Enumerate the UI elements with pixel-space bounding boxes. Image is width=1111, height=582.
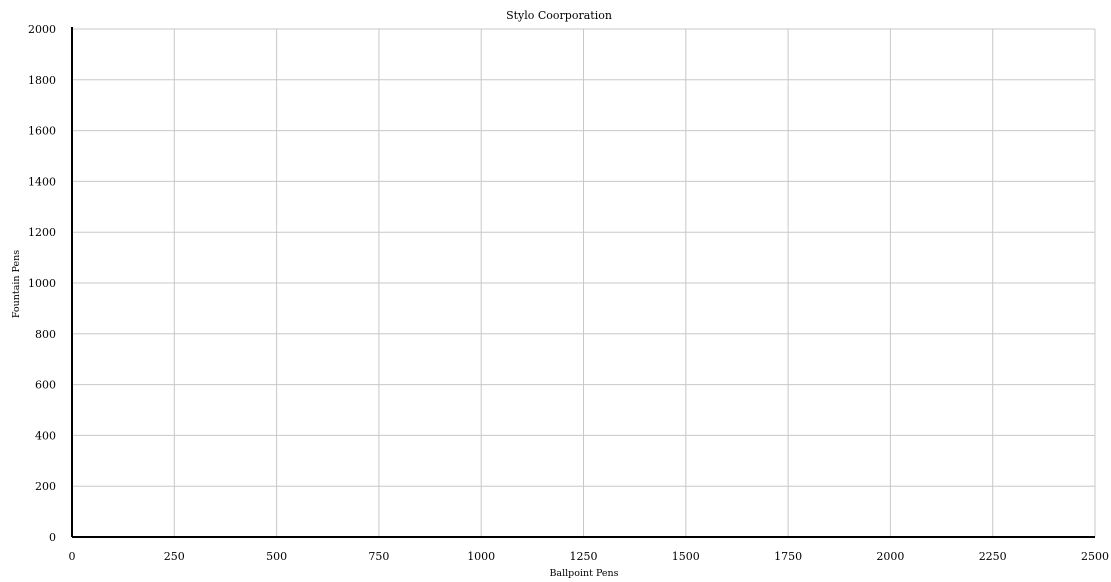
- grid-layer: [72, 28, 1096, 537]
- y-tick-label: 200: [35, 480, 56, 493]
- x-axis-title: Ballpoint Pens: [549, 568, 618, 578]
- x-tick-label: 2250: [979, 550, 1007, 563]
- y-tick-label: 2000: [28, 23, 56, 36]
- tick-label-layer: 0 250 500 750 1000 1250 1500 1750 2000 2250 2500 0 2…: [28, 23, 1109, 563]
- y-tick-label: 1200: [28, 226, 56, 239]
- y-tick-label: 800: [35, 328, 56, 341]
- x-tick-label: 2500: [1081, 550, 1109, 563]
- x-tick-label: 2000: [876, 550, 904, 563]
- y-axis-title: Fountain Pens: [11, 250, 22, 318]
- x-tick-label: 1250: [570, 550, 598, 563]
- x-tick-label: 500: [266, 550, 287, 563]
- y-tick-label: 1000: [28, 277, 56, 290]
- y-tick-label: 1600: [28, 125, 56, 138]
- x-tick-label: 0: [69, 550, 76, 563]
- axis-layer: [71, 27, 1095, 538]
- x-tick-label: 1000: [467, 550, 495, 563]
- x-tick-label: 1750: [774, 550, 802, 563]
- y-tick-label: 600: [35, 379, 56, 392]
- y-tick-label: 0: [49, 531, 56, 544]
- x-tick-label: 1500: [672, 550, 700, 563]
- y-tick-label: 400: [35, 429, 56, 442]
- x-tick-label: 250: [164, 550, 185, 563]
- x-tick-label: 750: [368, 550, 389, 563]
- y-tick-label: 1400: [28, 175, 56, 188]
- chart-title: Stylo Coorporation: [506, 9, 612, 22]
- y-tick-label: 1800: [28, 74, 56, 87]
